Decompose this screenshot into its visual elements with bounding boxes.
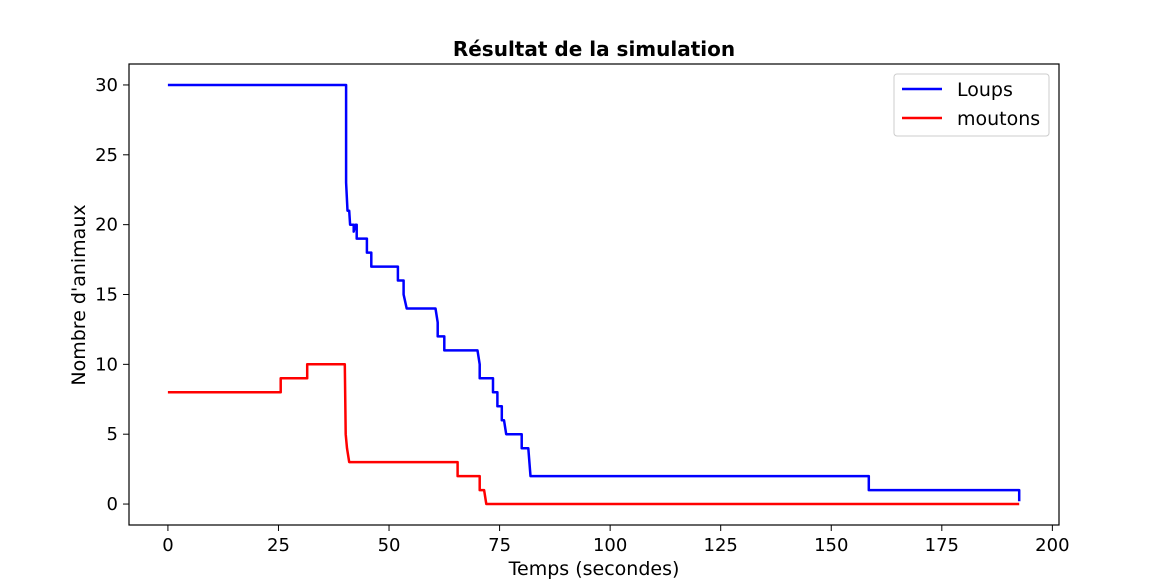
y-tick-label: 30: [95, 75, 118, 96]
legend: Loups moutons: [893, 73, 1050, 137]
y-tick-label: 0: [107, 494, 118, 515]
y-tick-label: 15: [95, 285, 118, 306]
x-tick-label: 175: [925, 535, 959, 556]
y-tick-label: 5: [107, 424, 118, 445]
legend-label-moutons: moutons: [957, 108, 1040, 130]
legend-label-loups: Loups: [957, 79, 1013, 101]
x-tick-label: 75: [488, 535, 511, 556]
x-axis-label: Temps (secondes): [508, 558, 680, 580]
x-tick-label: 0: [162, 535, 173, 556]
chart-title: Résultat de la simulation: [453, 37, 735, 61]
x-tick-label: 150: [814, 535, 848, 556]
x-tick-label: 125: [704, 535, 738, 556]
series-line-loups: [167, 83, 1021, 502]
y-axis: 0 5 10 15 20 25 30: [95, 75, 129, 515]
x-tick-label: 50: [378, 535, 401, 556]
plot-area: [167, 83, 1021, 506]
x-axis: 0 25 50 75 100 125 150 175 200: [162, 525, 1070, 556]
series-line-moutons: [167, 363, 1020, 506]
y-tick-label: 20: [95, 215, 118, 236]
x-tick-label: 25: [267, 535, 290, 556]
y-tick-label: 25: [95, 145, 118, 166]
y-tick-label: 10: [95, 354, 118, 375]
y-axis-label: Nombre d'animaux: [68, 204, 90, 385]
x-tick-label: 200: [1035, 535, 1069, 556]
x-tick-label: 100: [593, 535, 627, 556]
